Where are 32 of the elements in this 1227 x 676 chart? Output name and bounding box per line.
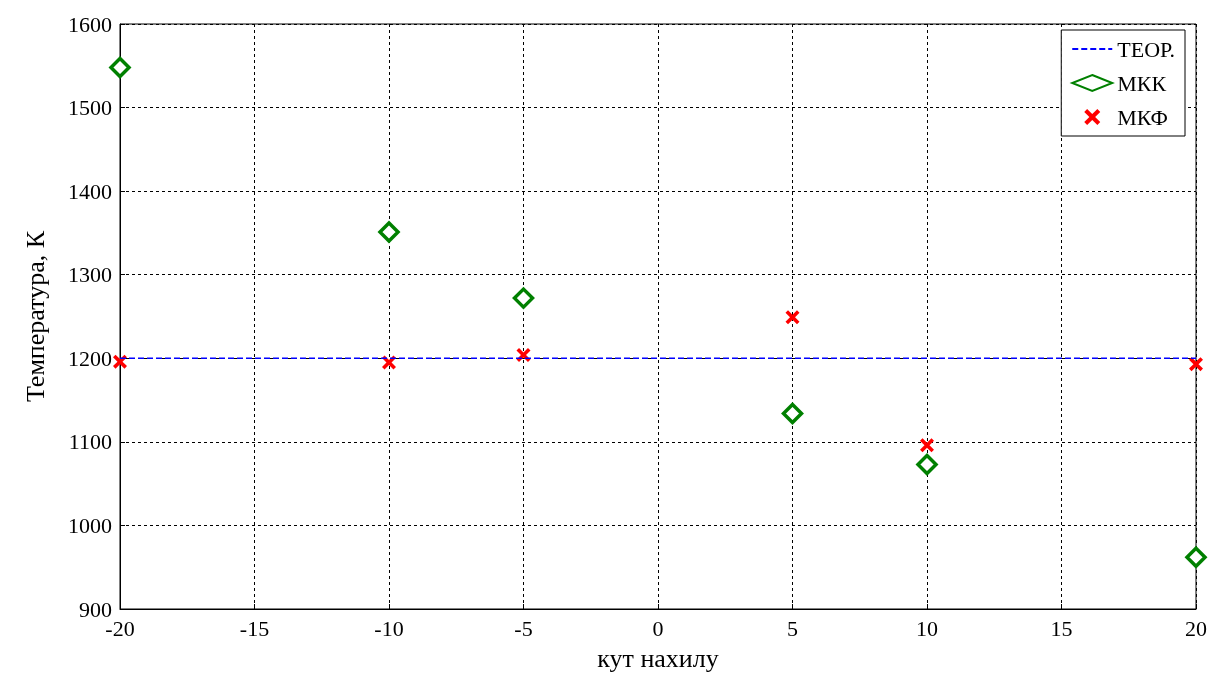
y-tick-label: 1300 [68,262,112,288]
legend-label: МКК [1117,70,1167,96]
x-tick-label: 0 [652,615,664,641]
point [785,310,800,325]
x-tick-label: 15 [1050,615,1073,641]
x-tick-label: 5 [787,615,798,641]
x-tick-label: 10 [916,615,938,641]
x-tick-label: -5 [514,615,533,641]
y-tick-label: 1000 [68,512,112,538]
y-tick-label: 1500 [68,95,112,121]
point [781,402,804,425]
point [1189,357,1203,372]
point [512,287,535,309]
x-tick-label: -10 [374,615,404,641]
legend-label: ТЕОР. [1117,36,1175,62]
point [378,221,400,243]
y-tick-label: 1400 [68,178,112,204]
y-axis-title: Температура, К [20,230,50,403]
x-tick-label: -15 [239,615,270,641]
y-tick-label: 900 [79,596,112,622]
point [109,56,131,79]
y-tick-label: 1200 [68,345,112,371]
x-tick-label: 20 [1185,615,1207,641]
x-axis-title: кут нахилу [597,643,719,673]
legend-label: МКФ [1117,104,1168,130]
point [920,438,934,453]
y-tick-label: 1600 [68,11,112,37]
point [916,453,938,476]
point [113,354,127,369]
y-tick-label: 1100 [68,429,112,455]
point [382,355,396,370]
point [1185,546,1207,568]
